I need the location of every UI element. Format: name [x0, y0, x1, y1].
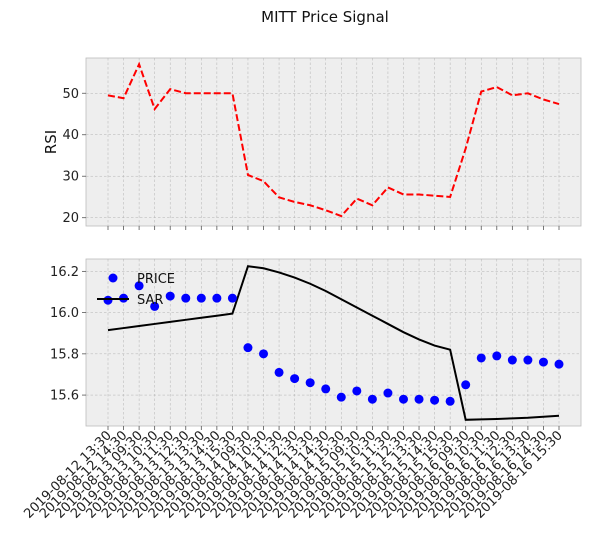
price-grid — [86, 259, 581, 426]
y-tick-label: 15.6 — [50, 389, 79, 404]
y-tick-label: 40 — [62, 128, 79, 143]
legend-sar-label: SAR — [137, 293, 163, 308]
price-point — [430, 395, 440, 405]
rsi-y-axis-label: RSI — [42, 130, 60, 154]
y-tick-label: 50 — [62, 87, 79, 102]
chart-title: MITT Price Signal — [261, 8, 389, 26]
price-point — [352, 386, 362, 396]
price-point — [336, 392, 346, 402]
price-point — [538, 357, 548, 367]
price-point — [274, 367, 284, 377]
rsi-x-ticks — [107, 226, 560, 230]
price-point — [196, 293, 206, 303]
price-point — [305, 378, 315, 388]
y-tick-label: 16.2 — [50, 265, 79, 280]
rsi-series-line — [107, 61, 560, 218]
legend: PRICE SAR — [97, 272, 175, 308]
price-point — [321, 384, 331, 394]
rsi-y-ticks: 20 30 40 50 — [62, 87, 86, 226]
price-point — [383, 388, 393, 398]
price-point — [554, 359, 564, 369]
price-point — [227, 293, 237, 303]
y-tick-label: 20 — [62, 211, 79, 226]
y-tick-label: 15.8 — [50, 347, 79, 362]
price-sar-panel: 15.6 15.8 16.0 16.2 2019-08-12 13:302019-08… — [21, 258, 582, 522]
price-point — [476, 353, 486, 363]
price-point — [290, 374, 300, 384]
price-point — [492, 351, 502, 361]
price-point — [461, 380, 471, 390]
price-series-points — [103, 281, 564, 406]
price-point — [134, 281, 144, 291]
price-point — [212, 293, 222, 303]
price-y-ticks: 15.6 15.8 16.0 16.2 — [50, 265, 86, 404]
price-point — [165, 291, 175, 301]
sar-series-line — [107, 265, 560, 421]
price-point — [398, 394, 408, 404]
rsi-axes-background — [85, 57, 582, 227]
y-tick-label: 30 — [62, 170, 79, 185]
legend-price-label: PRICE — [137, 272, 175, 287]
rsi-grid — [86, 58, 581, 226]
price-point — [445, 396, 455, 406]
price-point — [414, 394, 424, 404]
price-point — [259, 349, 269, 359]
price-point — [507, 355, 517, 365]
legend-price-marker — [108, 273, 118, 283]
rsi-panel: 20 30 40 50 RSI — [42, 57, 582, 230]
price-point — [367, 394, 377, 404]
price-point — [523, 355, 533, 365]
price-point — [181, 293, 191, 303]
price-point — [243, 343, 253, 353]
y-tick-label: 16.0 — [50, 306, 79, 321]
price-point — [103, 295, 113, 305]
price-point — [150, 301, 160, 311]
price-axes-background — [85, 258, 582, 427]
